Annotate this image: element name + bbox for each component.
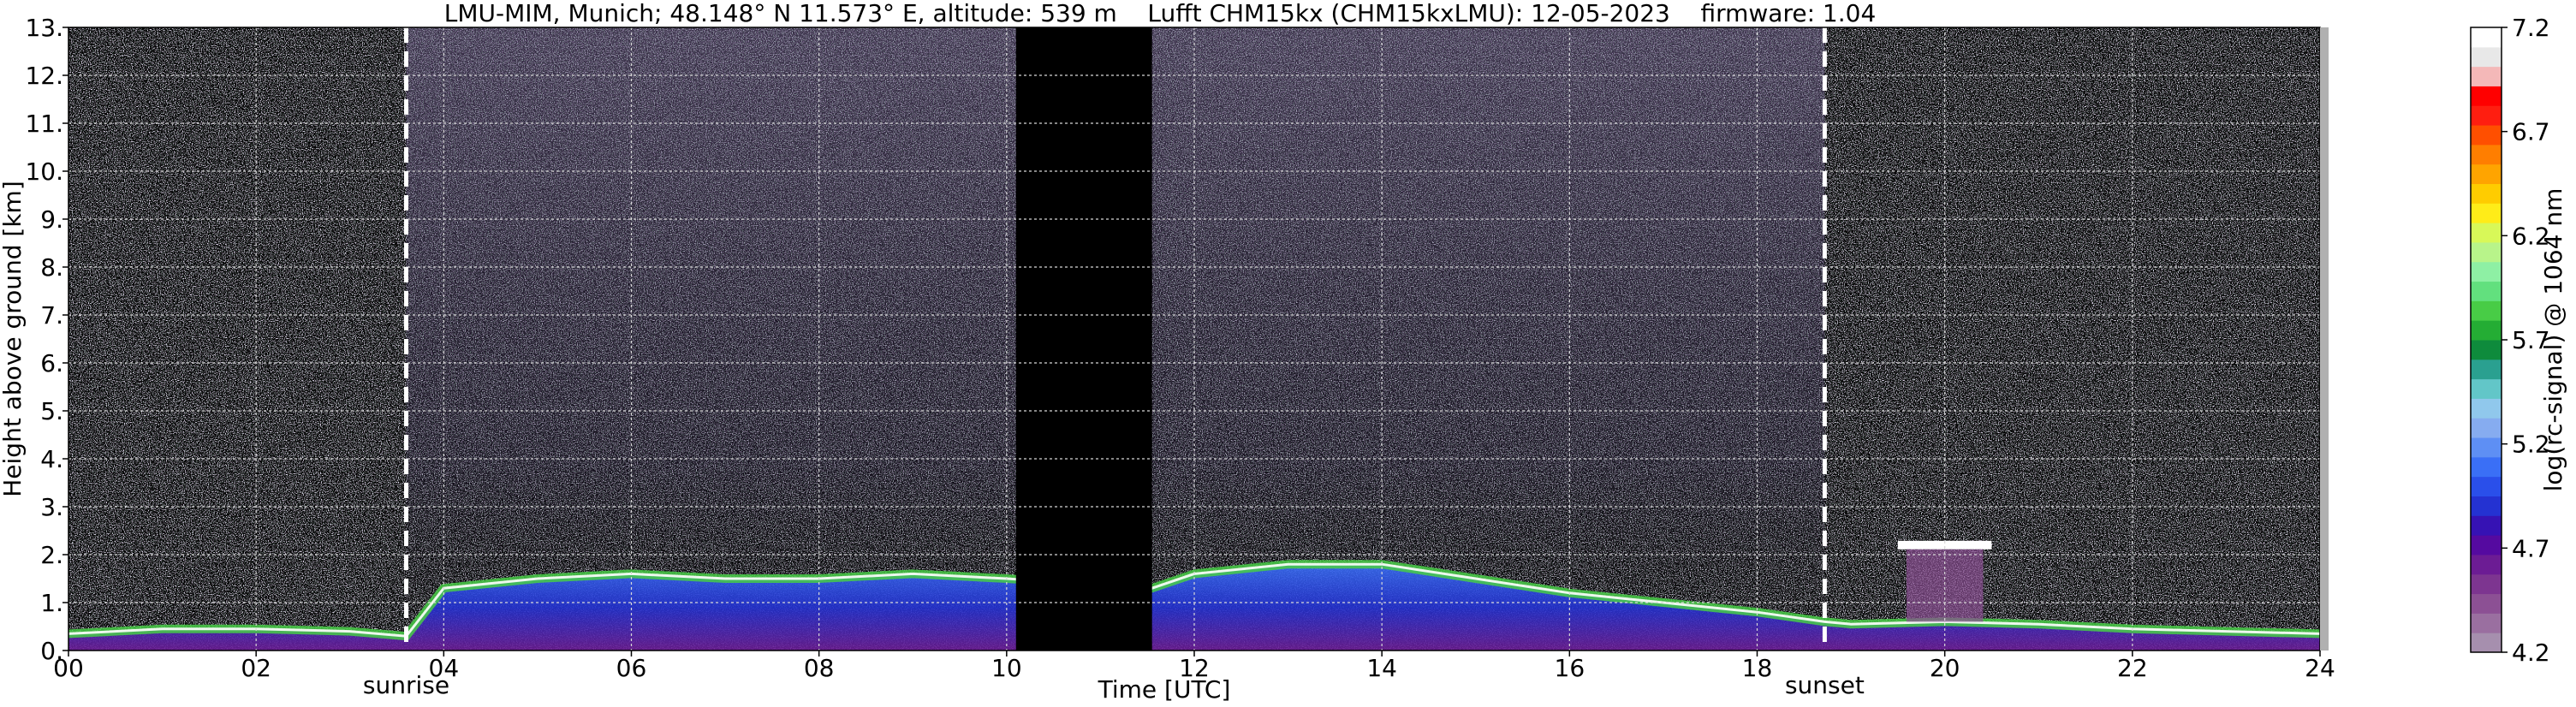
colorbar-swatch [2471,144,2502,165]
colorbar-swatch [2471,613,2502,633]
colorbar-tick-label: 4.2 [2512,639,2550,667]
colorbar-swatch [2471,46,2502,68]
colorbar-swatch [2471,437,2502,458]
y-tick-label: 2. [40,541,63,569]
colorbar-swatch [2471,241,2502,263]
x-tick-label: 12 [1179,654,1210,682]
colorbar-tick-label: 6.7 [2512,118,2550,146]
colorbar-swatch [2471,359,2502,380]
x-axis-ticks: 00 02 04 06 08 10 12 14 16 18 20 22 24 [53,651,2335,682]
no-data-gap [1015,27,1152,651]
y-axis-ticks: 0. 1. 2. 3. 4. 5. 6. 7. 8. 9. 10. 11. 12. 13. [25,14,68,665]
colorbar-swatch [2471,261,2502,282]
x-tick-label: 00 [53,654,84,682]
colorbar-tick-label: 6.2 [2512,222,2550,250]
y-tick-label: 6. [40,349,63,377]
cloud-virga [1906,549,1984,622]
y-tick-label: 1. [40,589,63,617]
x-tick-label: 10 [991,654,1022,682]
colorbar-swatch [2471,125,2502,146]
y-axis-label: Height above ground [km] [0,181,27,497]
colorbar: 4.2 4.7 5.2 5.7 6.2 6.7 7.2 log(rc-signal) @ 1… [2470,14,2567,667]
colorbar-swatch [2471,573,2502,595]
y-tick-label: 5. [40,397,63,425]
colorbar-swatch [2471,300,2502,321]
colorbar-swatch [2471,456,2502,478]
colorbar-swatch [2471,418,2502,438]
colorbar-label: log(rc-signal) @ 1064 nm [2539,188,2567,492]
colorbar-swatch [2471,223,2502,243]
y-tick-label: 9. [40,205,63,234]
x-tick-label: 02 [241,654,271,682]
cloud-layer [1897,540,1992,550]
colorbar-swatch [2471,163,2502,184]
chart-title: LMU-MIM, Munich; 48.148° N 11.573° E, al… [444,0,1877,27]
colorbar-swatch [2471,281,2502,301]
y-tick-label: 3. [40,493,63,521]
x-tick-label: 04 [429,654,460,682]
colorbar-swatch [2471,86,2502,106]
colorbar-swatch [2471,633,2502,653]
y-tick-label: 12. [25,62,63,90]
colorbar-swatch [2471,203,2502,223]
x-tick-label: 22 [2117,654,2148,682]
colorbar-swatch [2471,496,2502,516]
y-tick-label: 8. [40,253,63,282]
x-tick-label: 16 [1555,654,1585,682]
colorbar-tick-label: 7.2 [2512,14,2550,42]
colorbar-tick-label: 5.2 [2512,431,2550,459]
colorbar-swatch [2471,105,2502,126]
colorbar-tick-label: 5.7 [2512,326,2550,354]
colorbar-swatch [2471,515,2502,536]
x-tick-label: 14 [1366,654,1397,682]
x-tick-label: 24 [2305,654,2335,682]
colorbar-swatch [2471,593,2502,614]
x-axis-label: Time [UTC] [1098,675,1231,704]
x-tick-label: 06 [616,654,647,682]
sun-events: sunrise sunset [363,27,1865,699]
colorbar-swatch [2471,183,2502,204]
colorbar-swatch [2471,340,2502,360]
y-tick-label: 0. [40,637,63,665]
colorbar-swatch [2471,535,2502,556]
y-tick-label: 10. [25,157,63,186]
x-tick-label: 08 [804,654,835,682]
event-label-sunset: sunset [1785,671,1865,699]
grid [68,27,2320,651]
colorbar-tick-label: 4.7 [2512,534,2550,562]
x-tick-label: 18 [1742,654,1773,682]
y-tick-label: 7. [40,301,63,330]
colorbar-swatch [2471,66,2502,86]
colorbar-swatch [2471,320,2502,341]
colorbar-swatch [2471,27,2502,48]
x-tick-label: 20 [1930,654,1960,682]
y-tick-label: 13. [25,14,63,42]
y-tick-label: 4. [40,445,63,473]
colorbar-swatch [2471,476,2502,496]
colorbar-swatch [2471,378,2502,399]
colorbar-swatch [2471,554,2502,575]
colorbar-swatch [2471,398,2502,419]
y-tick-label: 11. [25,110,63,138]
event-label-sunrise: sunrise [363,671,449,699]
plot-edge-strip [2320,27,2329,651]
